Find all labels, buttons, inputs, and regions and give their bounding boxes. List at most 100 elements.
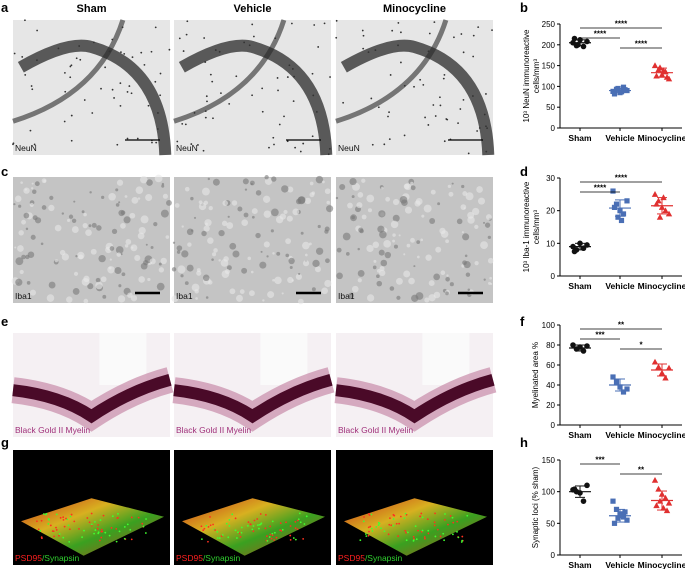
- cell: [190, 143, 193, 145]
- cell: [114, 267, 122, 275]
- cell: [222, 200, 228, 206]
- punctum: [99, 519, 102, 521]
- cell: [223, 256, 229, 262]
- punctum: [383, 530, 386, 533]
- cell: [211, 258, 214, 261]
- panel-letter: f: [520, 314, 525, 329]
- cell: [420, 238, 424, 242]
- punctum: [65, 517, 67, 520]
- cell: [461, 231, 464, 234]
- punctum: [100, 530, 103, 533]
- cell: [406, 243, 411, 248]
- cell: [274, 37, 277, 40]
- y-tick-label: 60: [546, 361, 555, 370]
- y-tick-label: 20: [546, 207, 555, 216]
- cell: [491, 29, 493, 32]
- cell: [31, 88, 34, 91]
- punctum: [451, 516, 454, 519]
- punctum: [264, 513, 267, 516]
- punctum: [98, 539, 101, 542]
- cell: [156, 128, 159, 130]
- cell: [273, 143, 275, 146]
- data-point: [624, 198, 630, 204]
- cell-layer: [173, 19, 287, 124]
- cell: [69, 76, 72, 79]
- cell: [476, 186, 483, 193]
- cell: [154, 174, 163, 183]
- cell: [131, 196, 139, 204]
- cell: [239, 289, 245, 294]
- cell: [397, 44, 399, 47]
- cell: [437, 202, 441, 206]
- punctum: [246, 524, 249, 527]
- cell: [36, 29, 39, 32]
- y-tick-label: 30: [546, 174, 555, 183]
- cell: [335, 196, 339, 200]
- cell: [372, 241, 380, 249]
- cell: [428, 294, 436, 302]
- cell: [448, 191, 454, 197]
- significance-label: ****: [594, 30, 607, 39]
- cell: [378, 210, 386, 218]
- cell: [145, 243, 148, 246]
- y-tick-label: 0: [551, 272, 556, 281]
- cell: [485, 93, 487, 95]
- punctum: [129, 528, 132, 531]
- punctum: [69, 515, 72, 518]
- micrograph: Black Gold II Myelin: [334, 333, 497, 437]
- x-tick-label: Sham: [568, 281, 592, 291]
- cell: [70, 139, 73, 142]
- cell: [413, 265, 416, 268]
- cell: [415, 292, 424, 300]
- punctum: [433, 521, 436, 524]
- cell: [287, 276, 294, 284]
- cell: [324, 279, 332, 288]
- data-point: [624, 386, 630, 392]
- panel-letter: c: [1, 164, 8, 179]
- image-mid: [422, 333, 470, 385]
- cell: [186, 20, 189, 23]
- cell: [161, 184, 165, 188]
- cell: [140, 215, 149, 224]
- cell: [324, 188, 331, 195]
- cell: [213, 248, 218, 253]
- punctum: [252, 530, 255, 533]
- punctum: [111, 515, 114, 518]
- cell: [95, 277, 101, 283]
- punctum: [205, 524, 208, 527]
- cell: [272, 252, 275, 255]
- cell: [118, 284, 122, 288]
- cell: [14, 246, 17, 249]
- punctum: [305, 515, 308, 518]
- cell: [85, 229, 92, 236]
- cell: [377, 106, 380, 109]
- image-bg: [13, 177, 170, 303]
- punctum: [145, 518, 147, 520]
- y-tick-label: 80: [546, 341, 555, 350]
- cell: [221, 270, 230, 278]
- cell: [18, 204, 22, 208]
- data-point: [615, 515, 621, 521]
- cell: [160, 209, 169, 218]
- cell: [415, 198, 423, 205]
- cell: [172, 241, 176, 244]
- cell: [248, 44, 251, 47]
- cell: [255, 232, 261, 239]
- punctum: [237, 531, 239, 534]
- punctum: [93, 532, 95, 535]
- cell: [191, 283, 200, 292]
- column-header: Minocycline: [383, 3, 446, 15]
- cell: [392, 233, 396, 237]
- x-tick-label: Sham: [568, 560, 592, 569]
- x-tick-label: Vehicle: [605, 133, 635, 143]
- punctum: [299, 521, 302, 524]
- cell: [124, 195, 128, 198]
- stain-label-part: Black Gold II Myelin: [15, 425, 90, 435]
- cell: [98, 254, 106, 263]
- cell: [430, 189, 436, 195]
- punctum: [421, 529, 424, 532]
- punctum: [236, 537, 238, 539]
- cell: [20, 181, 23, 184]
- cell: [478, 127, 481, 129]
- stain-label: NeuN: [338, 143, 360, 153]
